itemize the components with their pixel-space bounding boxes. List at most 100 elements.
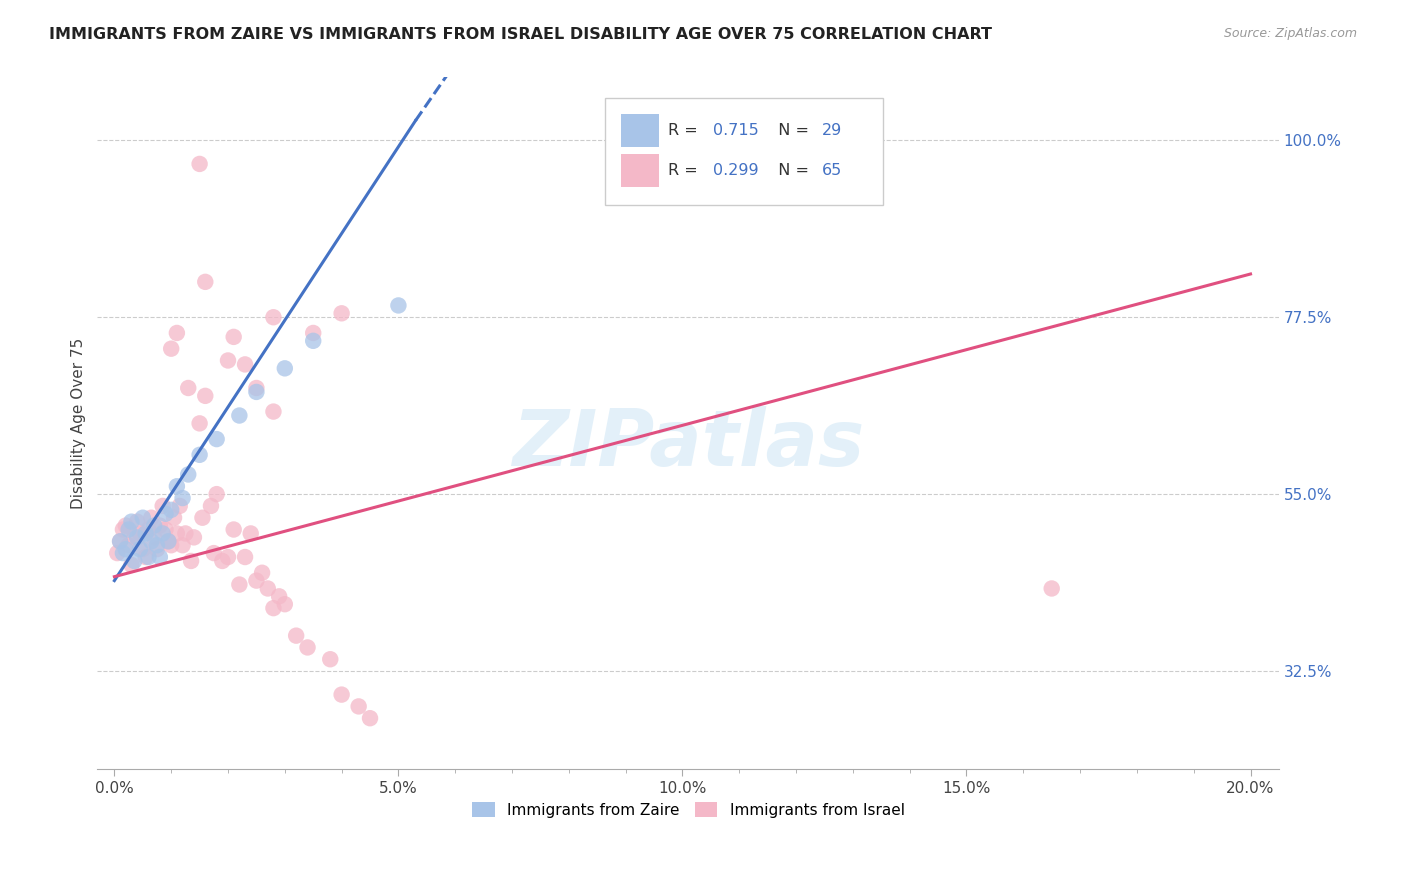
Point — [228, 409, 250, 423]
Point — [157, 534, 180, 549]
Point — [194, 275, 217, 289]
Point — [319, 652, 342, 666]
Point — [132, 542, 155, 557]
Point — [117, 523, 139, 537]
Point — [157, 534, 180, 549]
Point — [250, 566, 273, 580]
Y-axis label: Disability Age Over 75: Disability Age Over 75 — [72, 338, 86, 509]
Point — [194, 389, 217, 403]
Point — [269, 590, 291, 604]
Point — [166, 479, 188, 493]
Point — [160, 342, 183, 356]
Point — [302, 326, 325, 340]
Point — [217, 353, 239, 368]
Point — [205, 432, 228, 446]
Point — [217, 549, 239, 564]
Point — [222, 523, 245, 537]
Point — [387, 298, 409, 312]
Point — [114, 518, 136, 533]
Point — [129, 542, 152, 557]
Point — [105, 546, 128, 560]
Legend: Immigrants from Zaire, Immigrants from Israel: Immigrants from Zaire, Immigrants from I… — [465, 796, 911, 824]
Point — [124, 530, 146, 544]
Point — [211, 554, 233, 568]
Point — [174, 526, 197, 541]
Point — [262, 601, 284, 615]
Point — [152, 499, 174, 513]
Point — [233, 549, 256, 564]
Point — [108, 534, 131, 549]
Point — [120, 558, 142, 572]
Point — [114, 542, 136, 557]
Point — [143, 518, 166, 533]
Point — [127, 530, 149, 544]
Point — [297, 640, 319, 655]
Point — [120, 515, 142, 529]
Text: ZIPatlas: ZIPatlas — [512, 406, 865, 483]
FancyBboxPatch shape — [606, 98, 883, 205]
Point — [127, 515, 149, 529]
Point — [132, 510, 155, 524]
Point — [155, 507, 177, 521]
Text: R =: R = — [668, 163, 703, 178]
Point — [146, 538, 169, 552]
Point — [200, 499, 222, 513]
Bar — [621, 114, 658, 147]
Point — [117, 538, 139, 552]
Point — [330, 688, 353, 702]
Point — [149, 549, 172, 564]
Text: IMMIGRANTS FROM ZAIRE VS IMMIGRANTS FROM ISRAEL DISABILITY AGE OVER 75 CORRELATI: IMMIGRANTS FROM ZAIRE VS IMMIGRANTS FROM… — [49, 27, 993, 42]
Point — [141, 534, 163, 549]
Point — [180, 554, 202, 568]
Point — [146, 542, 169, 557]
Point — [124, 554, 146, 568]
Point — [302, 334, 325, 348]
Point — [141, 510, 163, 524]
Point — [347, 699, 370, 714]
Point — [188, 448, 211, 462]
Point — [245, 381, 267, 395]
Point — [135, 549, 157, 564]
Point — [222, 330, 245, 344]
Point — [274, 361, 297, 376]
Point — [205, 487, 228, 501]
Point — [108, 534, 131, 549]
Point — [111, 546, 134, 560]
Point — [256, 582, 278, 596]
Point — [152, 526, 174, 541]
Point — [245, 384, 267, 399]
Point — [188, 157, 211, 171]
Point — [233, 358, 256, 372]
Point — [155, 523, 177, 537]
Text: N =: N = — [769, 123, 814, 138]
Point — [172, 491, 194, 505]
Text: 29: 29 — [821, 123, 842, 138]
Text: Source: ZipAtlas.com: Source: ZipAtlas.com — [1223, 27, 1357, 40]
Point — [183, 530, 205, 544]
Text: 0.715: 0.715 — [713, 123, 759, 138]
Point — [166, 326, 188, 340]
Point — [228, 577, 250, 591]
Point — [169, 499, 191, 513]
Text: R =: R = — [668, 123, 703, 138]
Point — [129, 526, 152, 541]
Point — [330, 306, 353, 320]
Bar — [621, 154, 658, 187]
Point — [160, 538, 183, 552]
Point — [285, 629, 308, 643]
Point — [135, 526, 157, 541]
Point — [359, 711, 381, 725]
Point — [160, 503, 183, 517]
Point — [172, 538, 194, 552]
Point — [262, 310, 284, 325]
Point — [138, 523, 160, 537]
Point — [202, 546, 225, 560]
Point — [111, 523, 134, 537]
Point — [138, 549, 160, 564]
Point — [166, 526, 188, 541]
Point — [191, 510, 214, 524]
Point — [188, 417, 211, 431]
Point — [1040, 582, 1063, 596]
Text: 65: 65 — [821, 163, 842, 178]
Text: 0.299: 0.299 — [713, 163, 759, 178]
